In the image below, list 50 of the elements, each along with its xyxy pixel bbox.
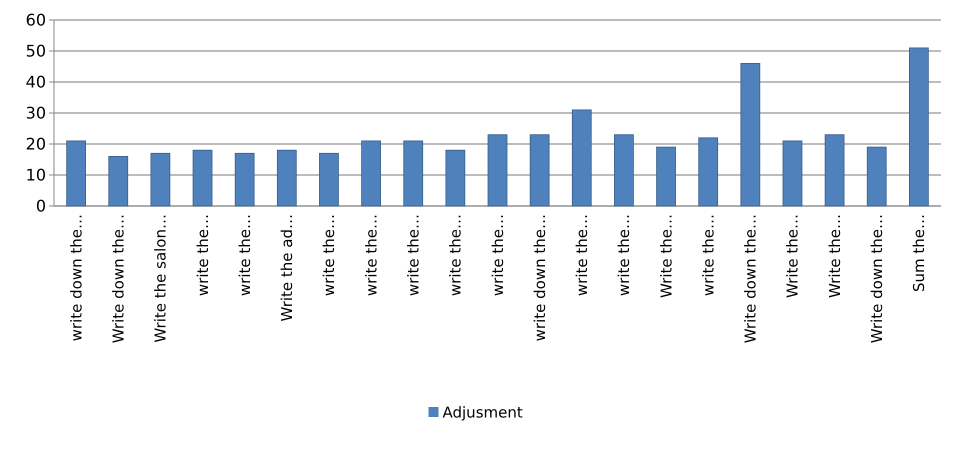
bar [445,150,466,206]
x-tick-label: Write the… [826,214,844,298]
x-tick-label: Write the… [657,214,676,298]
bar [403,140,424,206]
x-tick-label: write the… [404,214,422,296]
x-tick-label: write the… [362,214,380,296]
x-tick-label: write the… [573,214,592,296]
bar [614,134,634,206]
x-tick-label: write the… [446,214,465,296]
bar [192,150,212,206]
bar [108,156,128,206]
x-tick-label: Write the… [784,214,802,298]
x-tick-label: write the… [488,214,507,296]
bar [656,146,676,206]
bar [908,48,929,206]
bar [150,152,170,206]
bar [234,152,255,206]
y-tick-label: 40 [26,72,46,92]
x-tick-label: Write down the… [868,214,886,344]
x-tick-label: write down the… [67,214,86,342]
legend-label: Adjusment [442,403,523,422]
bar [66,140,86,206]
bar [782,140,802,206]
bar [866,146,887,206]
y-tick-label: 30 [26,104,46,123]
y-tick-label: 0 [36,196,46,216]
bar [698,137,718,206]
x-tick-label: write the… [236,214,254,296]
bar [361,140,381,206]
bar [530,134,550,206]
y-tick-label: 20 [26,134,46,154]
y-tick-label: 10 [26,166,46,185]
x-tick-label: Write the ad… [278,214,296,322]
x-tick-label: write the… [699,214,718,296]
x-tick-label: write the… [194,214,212,296]
x-tick-label: Write the salon… [152,214,170,343]
x-tick-label: Write down the… [110,214,128,344]
x-tick-label: write the… [320,214,338,296]
bar [319,152,339,206]
bar [824,134,844,206]
bar [276,150,297,206]
bar [740,63,760,206]
x-tick-label: Write down the… [742,214,760,344]
bar [488,134,508,206]
y-tick-label: 50 [26,42,46,61]
bar [572,110,592,206]
x-tick-label: write the… [615,214,634,296]
x-tick-label: write down the… [530,214,549,342]
x-tick-label: Sum the… [910,214,928,292]
y-tick-label: 60 [26,10,46,30]
